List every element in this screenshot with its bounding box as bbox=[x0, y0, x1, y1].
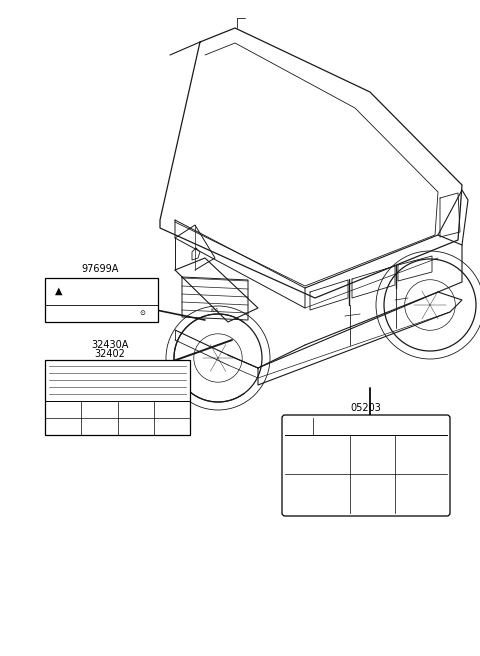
FancyBboxPatch shape bbox=[282, 415, 450, 516]
Text: 97699A: 97699A bbox=[81, 264, 119, 274]
Text: 32430A: 32430A bbox=[91, 340, 129, 350]
FancyBboxPatch shape bbox=[45, 278, 158, 322]
Text: 32402: 32402 bbox=[95, 349, 125, 359]
FancyBboxPatch shape bbox=[45, 360, 190, 435]
Text: ▲: ▲ bbox=[55, 286, 63, 297]
Text: KIA: KIA bbox=[211, 308, 219, 312]
Text: ⊙: ⊙ bbox=[139, 310, 145, 316]
Text: 05203: 05203 bbox=[350, 403, 382, 413]
